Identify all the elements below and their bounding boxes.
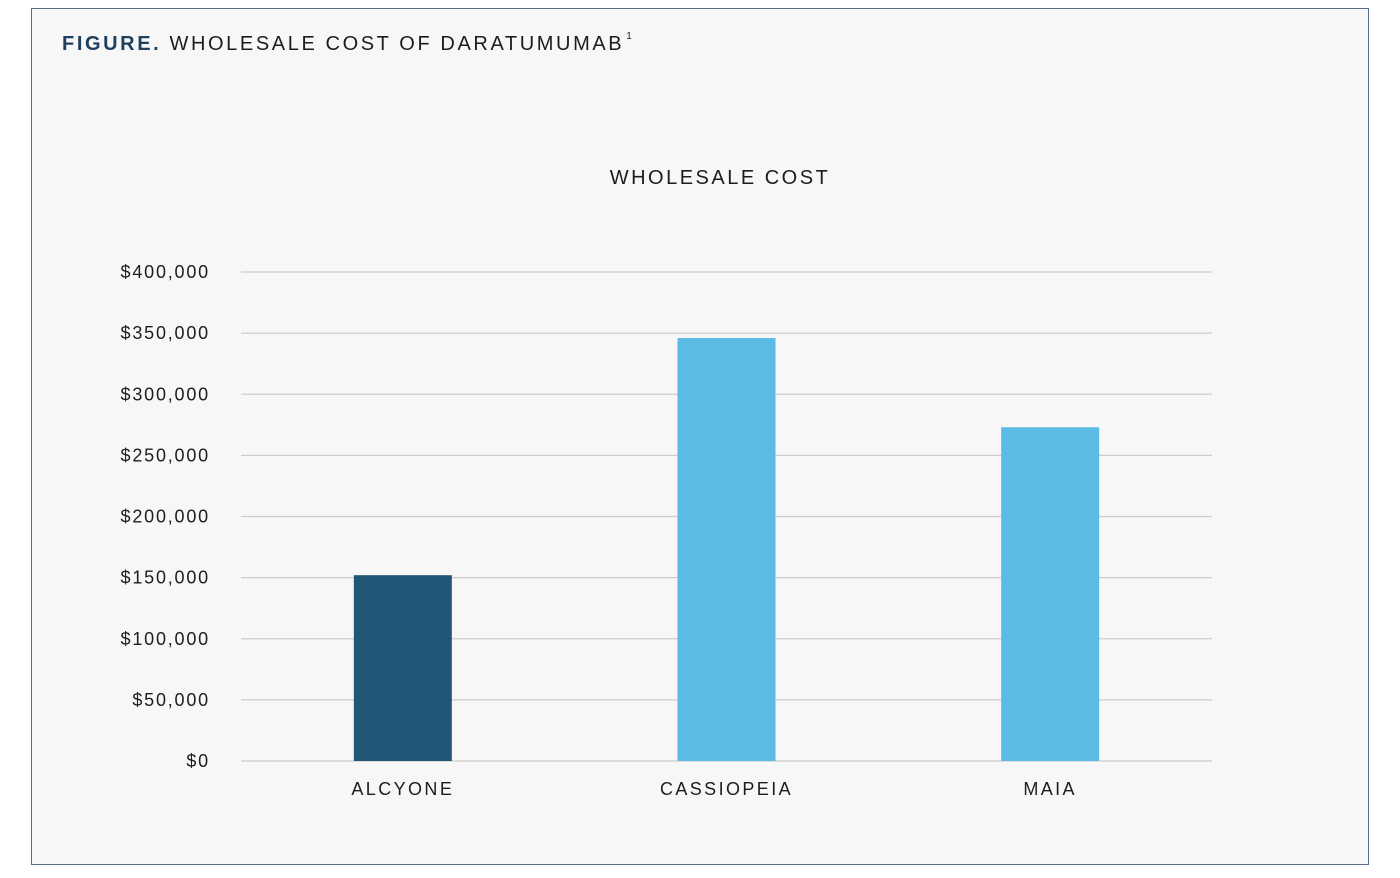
x-category-label: ALCYONE — [351, 779, 454, 799]
y-tick-label: $200,000 — [121, 507, 210, 527]
y-tick-label: $400,000 — [121, 262, 210, 282]
y-axis-ticks: $0 $50,000 $100,000 $150,000 $200,000 $250,00… — [121, 262, 210, 771]
bar-cassiopeia — [677, 338, 776, 761]
y-tick-label: $150,000 — [121, 568, 210, 588]
figure-header: FIGURE. WHOLESALE COST OF DARATUMUMAB 1 — [62, 31, 632, 56]
y-tick-label: $350,000 — [121, 323, 210, 343]
x-category-label: CASSIOPEIA — [660, 779, 793, 799]
y-tick-label: $50,000 — [132, 690, 210, 710]
y-tick-label: $250,000 — [121, 445, 210, 465]
bar-maia — [1001, 427, 1100, 761]
chart-title: WHOLESALE COST — [610, 167, 831, 189]
bar-alcyone — [353, 575, 452, 761]
y-tick-label: $100,000 — [121, 629, 210, 649]
y-tick-label: $0 — [186, 751, 210, 771]
figure-title-text: WHOLESALE COST OF DARATUMUMAB — [169, 33, 625, 55]
x-axis-labels: ALCYONE CASSIOPEIA MAIA — [351, 779, 1077, 799]
x-category-label: MAIA — [1023, 779, 1077, 799]
y-tick-label: $300,000 — [121, 384, 210, 404]
figure-label: FIGURE. — [62, 33, 162, 55]
footnote-ref: 1 — [626, 31, 632, 42]
figure-title: WHOLESALE COST OF DARATUMUMAB 1 — [169, 31, 632, 55]
bars — [353, 338, 1100, 761]
